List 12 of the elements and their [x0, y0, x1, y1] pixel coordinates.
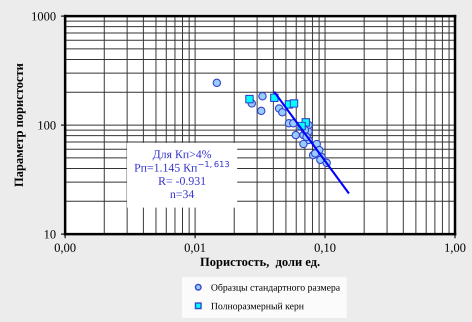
legend-label: Образцы стандартного размера	[211, 284, 340, 293]
x-axis-title: Пористость, доли ед.	[200, 258, 320, 269]
y-tick-label: 100	[38, 121, 56, 130]
y-axis-title: Параметр пористости	[14, 63, 26, 187]
x-tick-label: 1,00	[445, 243, 466, 254]
legend-label: Полноразмерный керн	[211, 302, 304, 312]
x-tick-label: 0,00	[54, 243, 76, 254]
x-tick-label: 0,01	[184, 243, 206, 254]
annotation: Для Кп>4% Рп=1.145 Кп$^{−1,613}$ R= -0.931 n=34	[134, 150, 229, 198]
x-tick-label: 0,10	[314, 243, 336, 254]
y-tick-label: 10	[44, 230, 56, 239]
y-tick-label: 1000	[32, 12, 56, 21]
